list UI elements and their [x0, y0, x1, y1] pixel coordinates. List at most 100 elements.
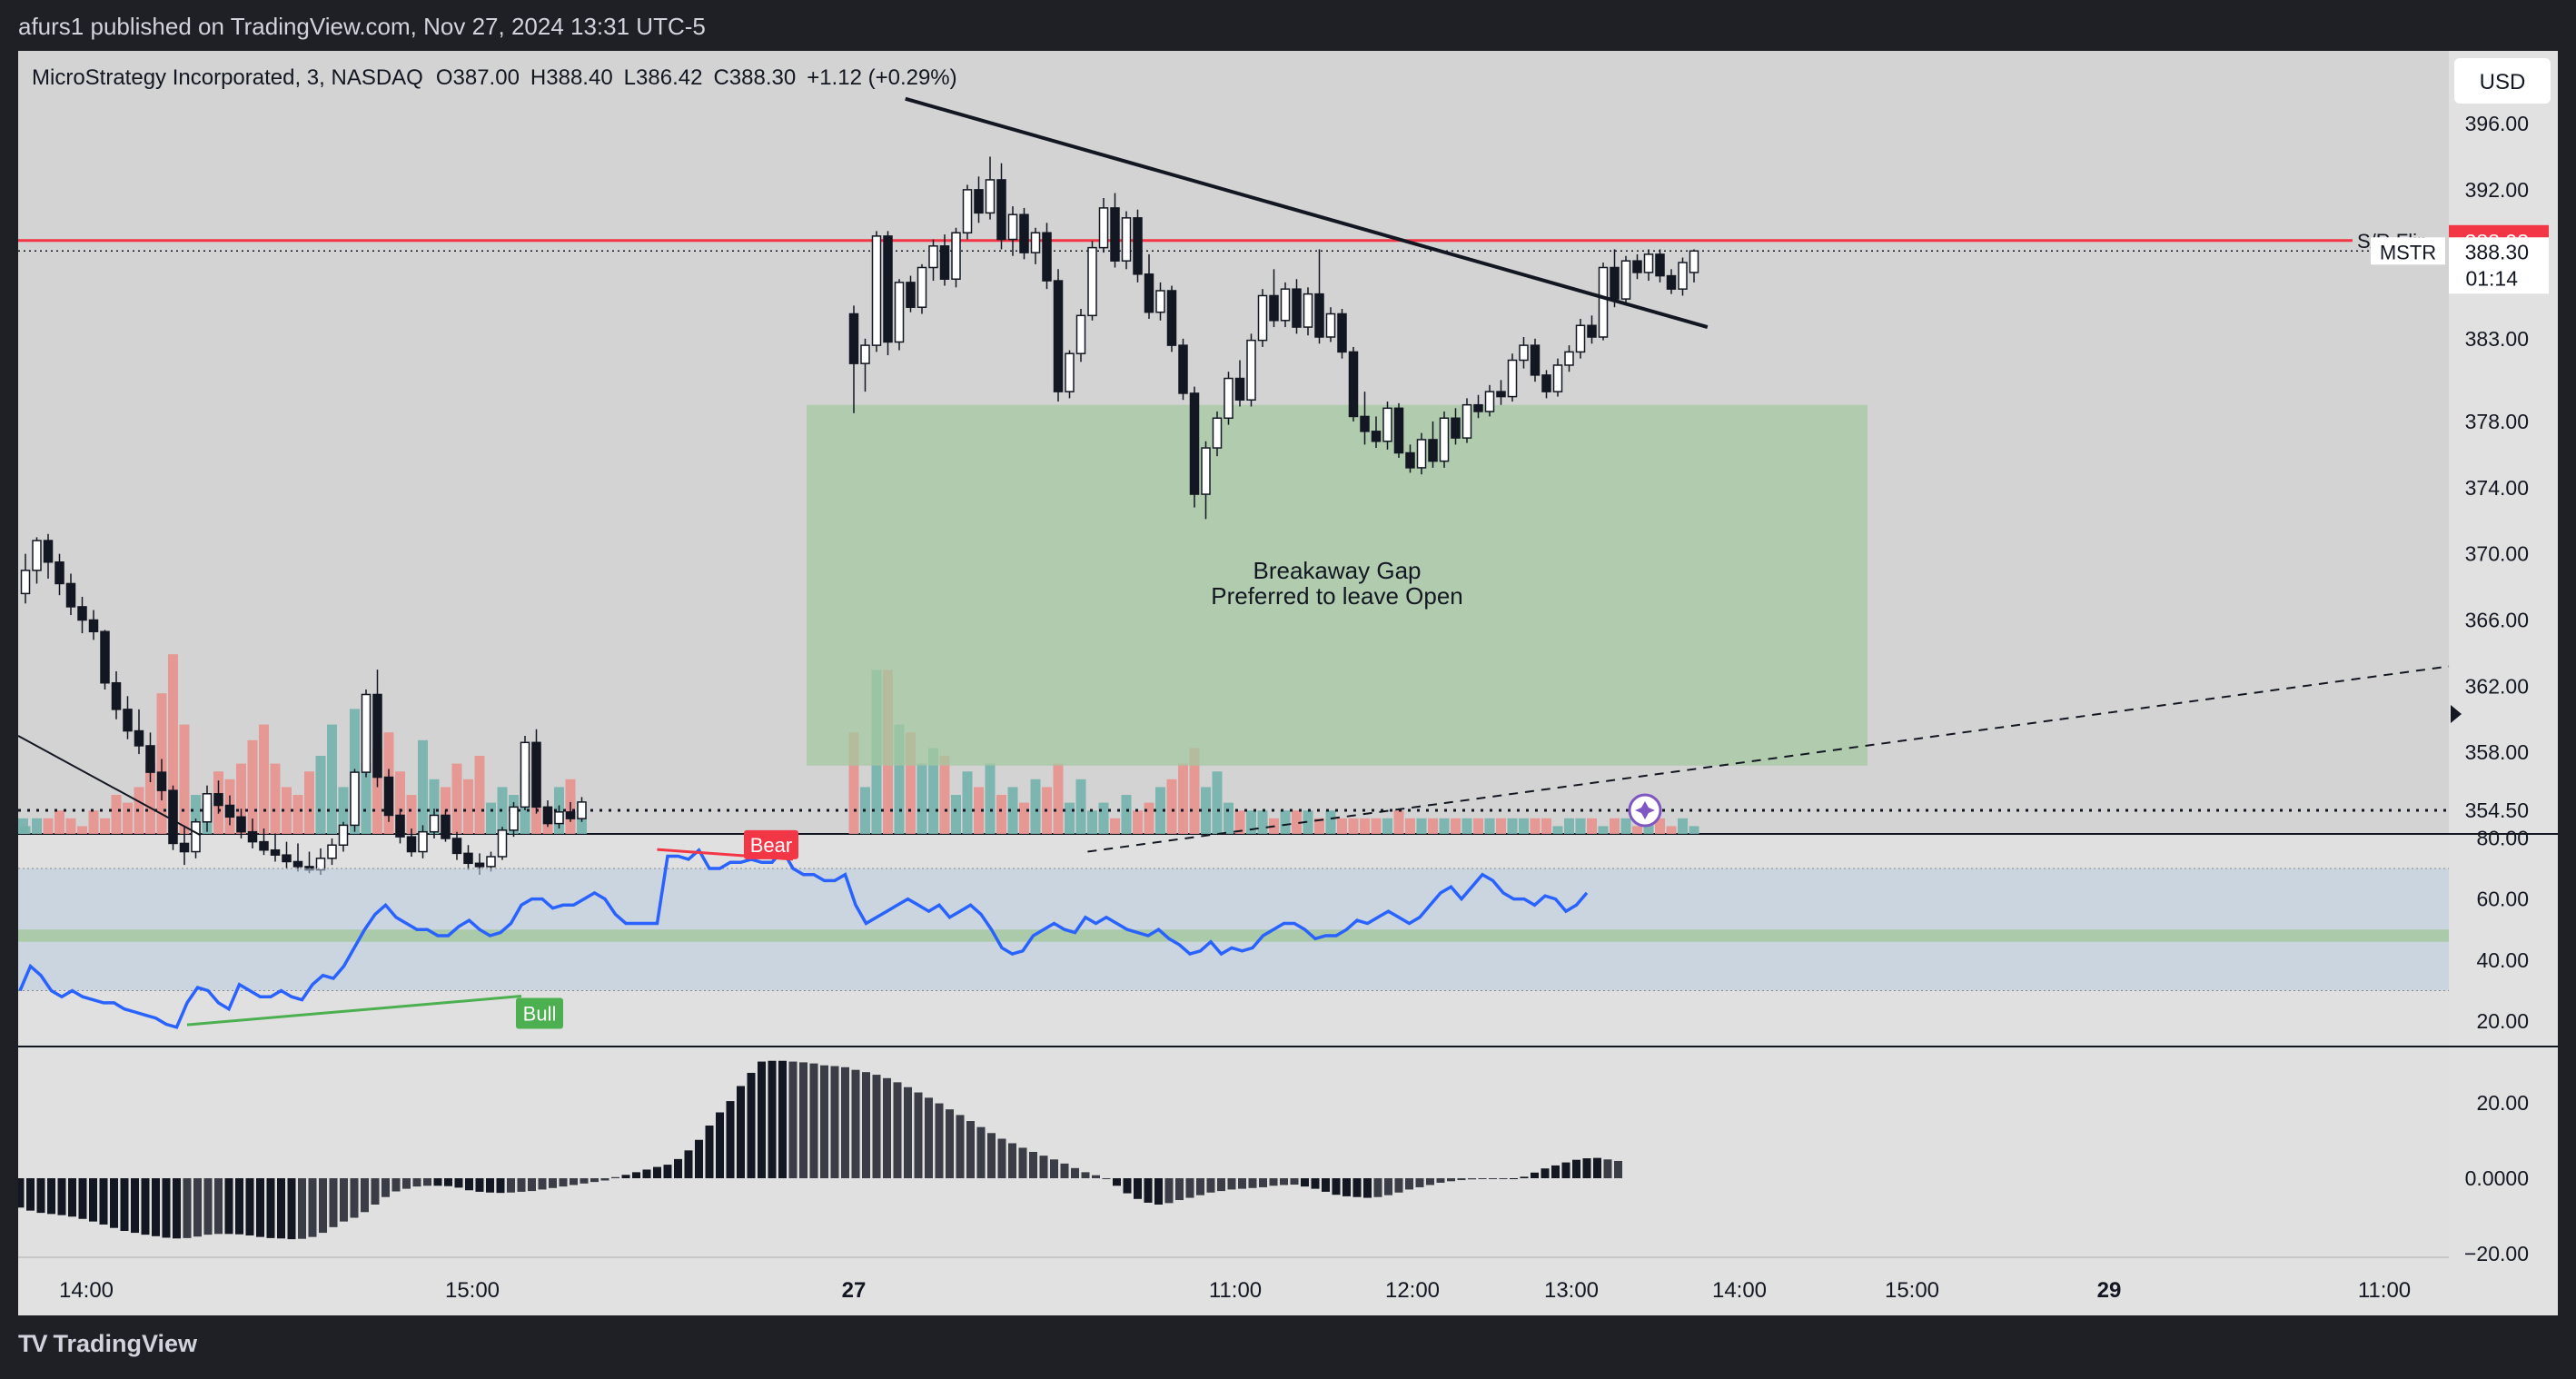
bull-divergence-line: [186, 995, 522, 1027]
macd-histogram-bar: [1352, 1178, 1362, 1197]
macd-histogram-bar: [820, 1065, 828, 1178]
macd-histogram-bar: [329, 1178, 338, 1227]
volume-bar: [1678, 818, 1688, 834]
volume-bar: [395, 771, 405, 834]
volume-bar: [179, 724, 190, 834]
time-tick-label: 15:00: [1885, 1278, 1939, 1303]
macd-histogram-bar: [621, 1175, 630, 1178]
candle-body: [1007, 213, 1018, 241]
candle-body: [1110, 207, 1120, 262]
volume-bar: [1348, 818, 1359, 834]
currency-button[interactable]: USD: [2480, 70, 2526, 94]
volume-bar: [168, 654, 178, 834]
volume-bar: [928, 748, 938, 834]
candle-body: [1541, 374, 1551, 392]
volume-bar: [1212, 771, 1223, 834]
macd-histogram-bar: [152, 1178, 160, 1236]
volume-bar: [1416, 818, 1427, 834]
macd-histogram-bar: [726, 1101, 735, 1178]
rsi-mid-band: [18, 929, 2449, 942]
volume-bar: [1007, 787, 1018, 834]
macd-histogram-bar: [1436, 1178, 1445, 1183]
volume-bar: [145, 763, 155, 834]
volume-bar: [1087, 810, 1097, 834]
macd-histogram-bar: [1238, 1178, 1246, 1189]
candle-body: [1212, 417, 1223, 449]
symbol-title[interactable]: MicroStrategy Incorporated, 3, NASDAQ O38…: [32, 65, 957, 90]
macd-pane-bg: [18, 1047, 2449, 1257]
tv-logo-icon: TV: [18, 1330, 47, 1357]
macd-histogram-bar: [1029, 1152, 1037, 1178]
macd-histogram-bar: [1510, 1178, 1518, 1179]
macd-histogram-bar: [987, 1133, 996, 1178]
candle-body: [168, 789, 178, 845]
macd-histogram-bar: [758, 1061, 766, 1178]
candle-body: [383, 776, 394, 817]
macd-histogram-bar: [1363, 1178, 1372, 1198]
candle-body: [951, 232, 961, 280]
current-price-tag: [2449, 237, 2549, 294]
candle-body: [372, 693, 382, 779]
volume-bar: [65, 818, 76, 834]
candle-body: [451, 838, 462, 855]
price-axis: 396.00392.00388.00383.00378.00374.00370.…: [2371, 112, 2549, 822]
macd-histogram-bar: [193, 1178, 202, 1237]
ohlc-c-value: 388.30: [729, 65, 796, 90]
macd-histogram-bar: [131, 1178, 139, 1234]
macd-histogram-bar: [1551, 1165, 1560, 1178]
publish-info: afurs1 published on TradingView.com, Nov…: [18, 13, 706, 40]
symbol-name: MicroStrategy Incorporated, 3, NASDAQ: [32, 65, 423, 90]
macd-histogram-bar: [1322, 1178, 1330, 1192]
candle-body: [1098, 207, 1109, 249]
candle-body: [213, 793, 223, 807]
volume-bar: [111, 795, 122, 834]
volume-bar: [1065, 802, 1075, 834]
volume-bar: [951, 795, 961, 834]
macd-histogram-bar: [674, 1158, 682, 1178]
macd-histogram-bar: [1531, 1172, 1539, 1178]
time-tick-label: 12:00: [1385, 1278, 1440, 1303]
candle-body: [202, 793, 213, 823]
macd-histogram-bar: [830, 1066, 839, 1178]
gap-zone-label-1: Breakaway Gap: [1253, 557, 1422, 584]
candle-body: [1224, 377, 1234, 420]
volume-bar: [1541, 818, 1551, 834]
candle-body: [1519, 344, 1529, 362]
candle-body: [1337, 313, 1347, 353]
candle-body: [1246, 339, 1256, 401]
volume-bar: [1598, 826, 1609, 834]
volume-bar: [282, 787, 292, 834]
macd-histogram-bar: [1154, 1178, 1163, 1205]
scroll-right-arrow-icon[interactable]: [2451, 705, 2462, 723]
tradingview-logo[interactable]: TV TradingView: [18, 1330, 197, 1358]
candle-body: [418, 830, 428, 853]
volume-bar: [406, 795, 417, 834]
macd-histogram-bar: [1520, 1176, 1529, 1178]
candle-body: [509, 806, 519, 831]
rsi-pane: Bull Bear 80.00 60.00 40.00 20.00: [18, 826, 2529, 1033]
volume-bar: [32, 818, 42, 834]
candle-body: [474, 862, 485, 868]
volume-bar: [315, 756, 326, 834]
sparkle-icon: [1635, 801, 1655, 819]
candle-body: [236, 816, 246, 833]
volume-bar: [1405, 818, 1415, 834]
macd-histogram-bar: [1018, 1147, 1027, 1178]
macd-histogram-bar: [1405, 1178, 1413, 1190]
macd-histogram-bar: [788, 1061, 798, 1178]
candle-body: [270, 848, 281, 856]
macd-histogram-bar: [319, 1178, 327, 1234]
bear-label-bg: [744, 829, 798, 859]
macd-histogram-bar: [862, 1072, 870, 1178]
candle-body: [928, 245, 938, 269]
currency-button-bg[interactable]: [2454, 58, 2551, 104]
macd-histogram-bar: [36, 1178, 45, 1214]
macd-histogram-bar: [340, 1178, 348, 1222]
macd-histogram-bar: [538, 1178, 547, 1190]
gap-zone-label-2: Preferred to leave Open: [1211, 582, 1463, 610]
candle-body: [1155, 290, 1165, 313]
candle-body: [1234, 377, 1245, 401]
rsi-tick-label: 40.00: [2476, 948, 2529, 972]
